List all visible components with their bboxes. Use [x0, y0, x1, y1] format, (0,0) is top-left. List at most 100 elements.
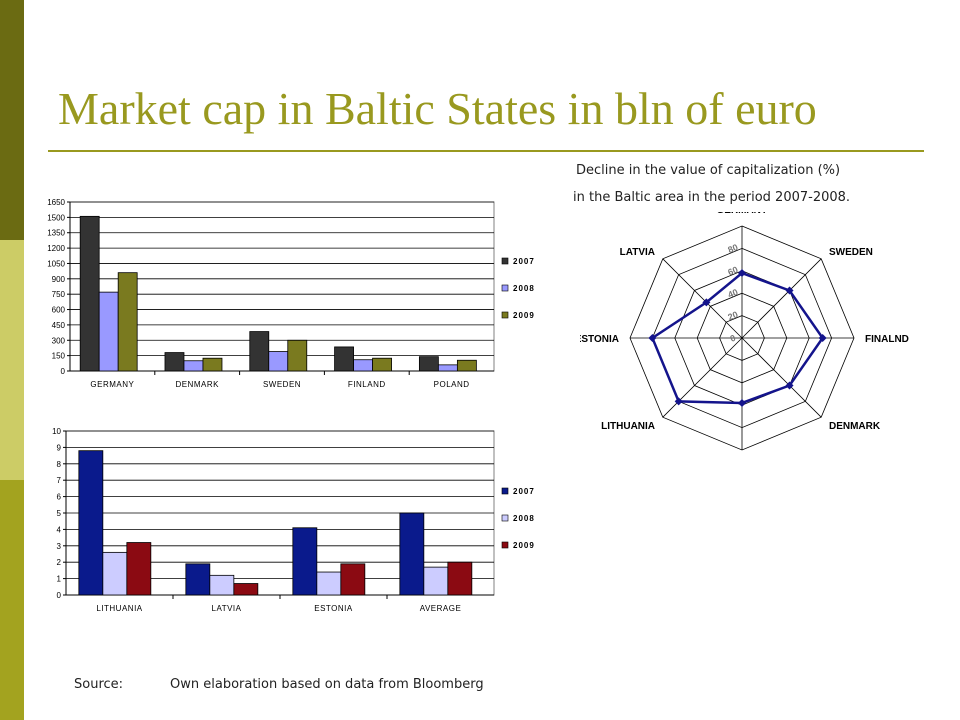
x-tick-label: POLAND	[434, 380, 470, 389]
source-text: Own elaboration based on data from Bloom…	[170, 677, 484, 692]
y-tick-label: 1	[57, 575, 62, 584]
legend-swatch-2007	[501, 257, 509, 265]
y-tick-label: 300	[52, 336, 66, 345]
radar-spoke	[662, 258, 743, 339]
bar-latvia-2008	[209, 574, 235, 596]
source-label: Source:	[74, 677, 124, 692]
y-tick-label: 1500	[47, 213, 65, 222]
y-tick-label: 1350	[47, 229, 65, 238]
radar-axis-label-denmark: DENMARK	[829, 421, 881, 432]
legend-label-2009: 2009	[513, 541, 535, 550]
radar-point-denmark	[785, 381, 794, 390]
y-tick-label: 450	[52, 321, 66, 330]
bar-germany-2009	[117, 272, 138, 372]
y-tick-label: 0	[57, 591, 62, 600]
legend-swatch-2009	[501, 311, 509, 319]
radar-caption-line2: in the Baltic area in the period 2007-20…	[573, 190, 851, 205]
sidebar-light-band	[0, 240, 24, 480]
radar-point-sweden	[785, 286, 794, 295]
capitalization-decline-radar-chart: 020406080GERMANYSWEDENFINALNDDENMARKPOLA…	[580, 212, 909, 451]
y-tick-label: 2	[57, 558, 62, 567]
radar-axis-label-lithuania: LITHUANIA	[601, 421, 655, 432]
x-tick-label: FINLAND	[348, 380, 386, 389]
y-tick-label: 0	[61, 367, 66, 376]
radar-tick-label: 40	[726, 287, 739, 300]
y-tick-label: 6	[57, 493, 62, 502]
radar-point-latvia	[702, 298, 711, 307]
radar-spoke	[662, 337, 743, 418]
radar-tick-label: 20	[726, 309, 739, 322]
x-tick-label: DENMARK	[175, 380, 219, 389]
bar-finland-2008	[353, 359, 373, 372]
radar-point-estonia	[648, 334, 657, 342]
market-cap-bar-chart-baltic: 0 1 2 3 4 5 6 7 8 9 10 LITHUANIA LATVIA ESTONIA AVERAG…	[52, 427, 535, 613]
y-tick-label: 10	[52, 427, 61, 436]
y-tick-label: 7	[57, 476, 62, 485]
bar-lithuania-2009	[126, 542, 152, 596]
legend-label-2007: 2007	[513, 257, 535, 266]
y-tick-label: 750	[52, 290, 66, 299]
x-tick-label: LITHUANIA	[96, 604, 142, 613]
title-divider	[48, 150, 924, 152]
bar-germany-2008	[98, 291, 119, 372]
slide-title: Market cap in Baltic States in bln of eu…	[58, 83, 817, 134]
legend-label-2008: 2008	[513, 514, 535, 523]
radar-axis-label-latvia: LATVIA	[620, 247, 655, 258]
x-tick-label: AVERAGE	[420, 604, 462, 613]
radar-point-poland	[738, 398, 746, 407]
bar-estonia-2007	[292, 527, 318, 596]
bar-denmark-2008	[183, 360, 204, 372]
bar-lithuania-2007	[78, 450, 104, 596]
radar-spoke	[741, 258, 822, 339]
x-tick-label: GERMANY	[90, 380, 134, 389]
radar-caption-line1: Decline in the value of capitalization (…	[576, 163, 841, 178]
radar-point-germany	[738, 269, 746, 278]
y-tick-label: 150	[52, 352, 66, 361]
market-cap-bar-chart-large: 0 150 300 450 600 750 900 1050 1200 1350 1500 1650 G…	[47, 198, 535, 389]
bar-latvia-2007	[185, 563, 211, 596]
radar-tick-label: 80	[726, 242, 739, 255]
radar-point-lithuania	[674, 397, 683, 406]
x-tick-label: ESTONIA	[314, 604, 353, 613]
y-tick-label: 1050	[47, 259, 65, 268]
radar-tick-label: 60	[726, 265, 739, 278]
legend-label-2009: 2009	[513, 311, 535, 320]
sidebar-mid-band	[0, 480, 24, 720]
bar-poland-2007	[418, 356, 439, 372]
bar-germany-2007	[79, 215, 100, 372]
legend-swatch-2007	[501, 487, 509, 495]
legend-label-2007: 2007	[513, 487, 535, 496]
bar-latvia-2009	[233, 583, 259, 596]
bar-sweden-2007	[249, 331, 270, 372]
bar-average-2009	[447, 561, 473, 596]
bar-denmark-2009	[202, 357, 223, 372]
bar-average-2008	[423, 566, 449, 596]
legend-swatch-2008	[501, 284, 509, 292]
radar-point-finalnd	[818, 334, 827, 342]
bar-average-2007	[399, 512, 425, 596]
x-tick-label: LATVIA	[212, 604, 242, 613]
bar-estonia-2008	[316, 571, 342, 596]
y-tick-label: 4	[57, 525, 62, 534]
bar-denmark-2007	[164, 352, 185, 372]
legend-swatch-2008	[501, 514, 509, 522]
x-tick-label: SWEDEN	[263, 380, 301, 389]
y-tick-label: 600	[52, 306, 66, 315]
bar-lithuania-2008	[102, 551, 128, 596]
y-tick-label: 1650	[47, 198, 65, 207]
bar-sweden-2008	[268, 351, 289, 372]
radar-spoke	[741, 337, 822, 418]
y-tick-label: 900	[52, 275, 66, 284]
radar-tick-label: 0	[729, 333, 737, 344]
radar-axis-label-sweden: SWEDEN	[829, 247, 873, 258]
bar-poland-2009	[456, 359, 477, 372]
y-tick-label: 5	[57, 509, 62, 518]
bar-finland-2009	[372, 357, 392, 372]
y-tick-label: 9	[57, 443, 62, 452]
y-tick-label: 1200	[47, 244, 65, 253]
bar-estonia-2009	[340, 563, 366, 596]
y-tick-label: 8	[57, 460, 62, 469]
bar-sweden-2009	[287, 339, 308, 372]
legend-label-2008: 2008	[513, 284, 535, 293]
radar-axis-label-estonia: ESTONIA	[580, 334, 619, 345]
